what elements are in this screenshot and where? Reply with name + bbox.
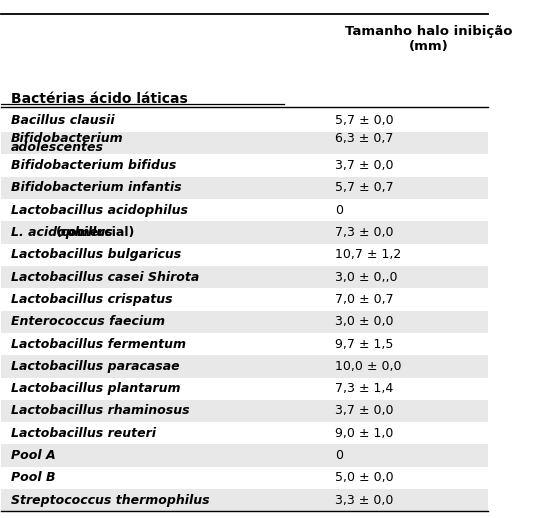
- Text: Pool B: Pool B: [11, 471, 56, 484]
- Text: Bifidobacterium bifidus: Bifidobacterium bifidus: [11, 159, 177, 172]
- Text: Bifidobacterium: Bifidobacterium: [11, 132, 124, 145]
- Text: Lactobacillus casei Shirota: Lactobacillus casei Shirota: [11, 270, 200, 283]
- Text: 0: 0: [335, 204, 343, 217]
- Bar: [2, 310, 488, 333]
- Text: Lactobacillus rhaminosus: Lactobacillus rhaminosus: [11, 405, 190, 418]
- Bar: [2, 177, 488, 199]
- Text: 9,0 ± 1,0: 9,0 ± 1,0: [335, 427, 393, 440]
- Text: Tamanho halo inibição
(mm): Tamanho halo inibição (mm): [345, 24, 512, 52]
- Text: Streptococcus thermophilus: Streptococcus thermophilus: [11, 494, 210, 507]
- Text: Lactobacillus fermentum: Lactobacillus fermentum: [11, 338, 186, 351]
- Text: 7,0 ± 0,7: 7,0 ± 0,7: [335, 293, 394, 306]
- Text: 10,7 ± 1,2: 10,7 ± 1,2: [335, 248, 401, 261]
- Text: 7,3 ± 1,4: 7,3 ± 1,4: [335, 382, 393, 395]
- Text: Lactobacillus crispatus: Lactobacillus crispatus: [11, 293, 173, 306]
- Text: Lactobacillus reuteri: Lactobacillus reuteri: [11, 427, 156, 440]
- Text: Enterococcus faecium: Enterococcus faecium: [11, 315, 165, 328]
- Text: 3,3 ± 0,0: 3,3 ± 0,0: [335, 494, 393, 507]
- Text: 5,7 ± 0,7: 5,7 ± 0,7: [335, 181, 394, 194]
- Text: 9,7 ± 1,5: 9,7 ± 1,5: [335, 338, 393, 351]
- Text: 6,3 ± 0,7: 6,3 ± 0,7: [335, 132, 393, 145]
- Bar: [2, 489, 488, 511]
- Bar: [2, 221, 488, 243]
- Text: Lactobacillus plantarum: Lactobacillus plantarum: [11, 382, 181, 395]
- Text: Bactérias ácido láticas: Bactérias ácido láticas: [11, 92, 188, 106]
- Text: 3,7 ± 0,0: 3,7 ± 0,0: [335, 405, 394, 418]
- Text: 3,0 ± 0,0: 3,0 ± 0,0: [335, 315, 394, 328]
- Text: Lactobacillus paracasae: Lactobacillus paracasae: [11, 360, 180, 373]
- Bar: [2, 400, 488, 422]
- Bar: [2, 266, 488, 288]
- Text: L. acidophillus: L. acidophillus: [11, 226, 117, 239]
- Text: Bacillus clausii: Bacillus clausii: [11, 114, 114, 127]
- Text: 7,3 ± 0,0: 7,3 ± 0,0: [335, 226, 394, 239]
- Text: 0: 0: [335, 449, 343, 462]
- Text: Bifidobacterium infantis: Bifidobacterium infantis: [11, 181, 182, 194]
- Text: (comercial): (comercial): [56, 226, 135, 239]
- Text: adolescentes: adolescentes: [11, 141, 104, 154]
- Text: Lactobacillus bulgaricus: Lactobacillus bulgaricus: [11, 248, 181, 261]
- Text: Lactobacillus acidophilus: Lactobacillus acidophilus: [11, 204, 188, 217]
- Text: 10,0 ± 0,0: 10,0 ± 0,0: [335, 360, 401, 373]
- Bar: [2, 132, 488, 154]
- Text: 3,0 ± 0,,0: 3,0 ± 0,,0: [335, 270, 398, 283]
- Text: 5,0 ± 0,0: 5,0 ± 0,0: [335, 471, 394, 484]
- Text: 5,7 ± 0,0: 5,7 ± 0,0: [335, 114, 394, 127]
- Bar: [2, 444, 488, 467]
- Bar: [2, 355, 488, 378]
- Text: 3,7 ± 0,0: 3,7 ± 0,0: [335, 159, 394, 172]
- Text: Pool A: Pool A: [11, 449, 56, 462]
